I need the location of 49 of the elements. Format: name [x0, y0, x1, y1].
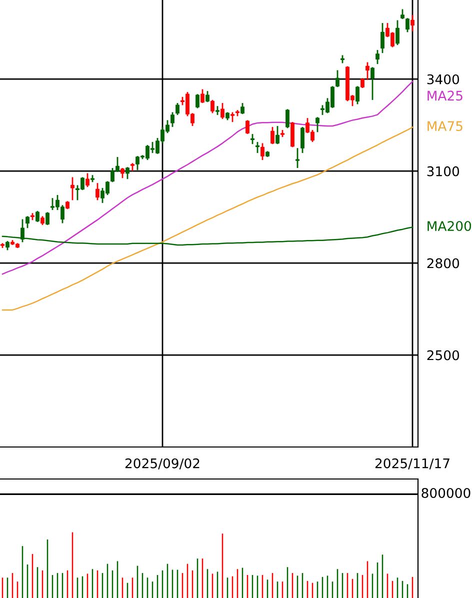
candlestick [360, 77, 364, 89]
candlestick [220, 102, 224, 120]
line-series [2, 126, 414, 311]
candlestick [260, 142, 264, 161]
candlestick [200, 88, 204, 104]
candlestick [396, 20, 400, 46]
candlestick [366, 62, 370, 81]
candlestick [356, 85, 360, 105]
candlestick [170, 112, 174, 128]
candlestick [210, 99, 214, 114]
candlestick [300, 126, 304, 154]
candlestick [96, 182, 100, 201]
candlestick [336, 70, 340, 88]
candlestick [400, 8, 404, 20]
candlestick [86, 172, 90, 188]
candlestick [380, 22, 384, 54]
candlestick [270, 126, 274, 145]
y-tick-label: 2500 [427, 350, 460, 360]
candlestick [70, 176, 74, 201]
candlestick [26, 215, 30, 229]
series-label: MA25 [428, 90, 462, 101]
candlestick [176, 102, 180, 116]
y-tick-label: 3100 [427, 166, 460, 176]
candlestick [120, 167, 124, 179]
candlestick [246, 119, 250, 135]
candlestick [6, 240, 10, 251]
candlestick [406, 17, 410, 33]
candlestick [276, 125, 280, 145]
candlestick [206, 90, 210, 103]
candlestick [376, 49, 380, 65]
x-tick-label: 2025/09/02 [125, 458, 200, 470]
candlestick [36, 210, 40, 223]
y-tick-label: 2800 [427, 258, 460, 268]
y-tick-label: 3400 [427, 74, 460, 84]
candlestick [290, 121, 294, 148]
series-label: MA75 [428, 121, 462, 132]
line-series [2, 80, 414, 275]
candlestick [196, 93, 200, 109]
candlestick [286, 108, 290, 129]
candlestick [126, 166, 130, 180]
line-series [2, 226, 414, 246]
x-tick-label: 2025/11/17 [375, 458, 450, 470]
candlestick [370, 66, 374, 101]
candlestick [316, 116, 320, 133]
candlestick [46, 211, 50, 226]
series-label: MA200 [428, 221, 472, 232]
text: 800000 [422, 488, 470, 498]
candlestick [410, 14, 414, 32]
candlestick [240, 102, 244, 115]
